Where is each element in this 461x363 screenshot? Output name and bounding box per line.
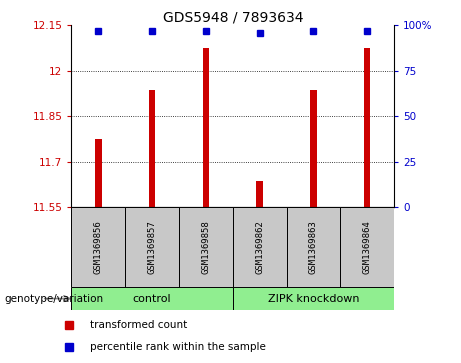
Bar bbox=[203, 48, 209, 207]
Text: percentile rank within the sample: percentile rank within the sample bbox=[90, 342, 266, 352]
Text: genotype/variation: genotype/variation bbox=[5, 294, 104, 303]
Text: GSM1369856: GSM1369856 bbox=[94, 220, 103, 274]
Bar bbox=[340, 207, 394, 287]
Bar bbox=[364, 48, 371, 207]
Bar bbox=[71, 287, 233, 310]
Text: GSM1369858: GSM1369858 bbox=[201, 220, 210, 274]
Text: transformed count: transformed count bbox=[90, 320, 187, 330]
Bar bbox=[256, 181, 263, 207]
Text: control: control bbox=[133, 294, 171, 303]
Bar bbox=[310, 90, 317, 207]
Bar bbox=[149, 90, 155, 207]
Text: GSM1369862: GSM1369862 bbox=[255, 220, 264, 274]
Text: ZIPK knockdown: ZIPK knockdown bbox=[268, 294, 359, 303]
Text: GSM1369857: GSM1369857 bbox=[148, 220, 157, 274]
Bar bbox=[233, 287, 394, 310]
Text: GSM1369864: GSM1369864 bbox=[363, 220, 372, 274]
Bar bbox=[71, 207, 125, 287]
Bar bbox=[233, 207, 287, 287]
Text: GSM1369863: GSM1369863 bbox=[309, 220, 318, 274]
Bar bbox=[179, 207, 233, 287]
Title: GDS5948 / 7893634: GDS5948 / 7893634 bbox=[163, 10, 303, 24]
Bar bbox=[95, 139, 101, 207]
Bar bbox=[125, 207, 179, 287]
Bar bbox=[287, 207, 340, 287]
